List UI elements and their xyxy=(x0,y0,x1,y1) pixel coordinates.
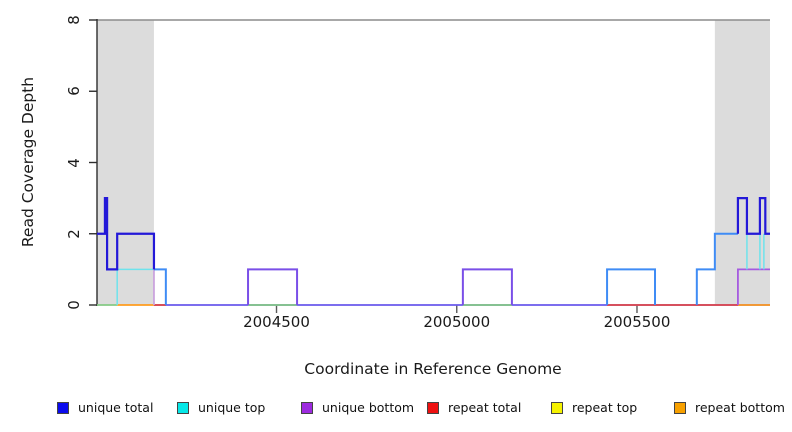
y-tick-label-4: 4 xyxy=(65,157,83,168)
legend-item-repeat-total: repeat total xyxy=(427,400,521,415)
plot-area xyxy=(89,19,770,313)
x-axis-title: Coordinate in Reference Genome xyxy=(304,360,562,378)
unique-total-swatch-icon xyxy=(57,401,69,414)
series-unique-top-right-step xyxy=(695,232,738,305)
y-tick-label-6: 6 xyxy=(65,86,83,97)
legend-label: unique bottom xyxy=(322,400,415,415)
series-unique-bottom-box-1 xyxy=(247,268,299,305)
legend-item-unique-total: unique total xyxy=(57,400,153,415)
series-unique-total-right xyxy=(736,197,770,235)
legend: unique total unique top unique bottom re… xyxy=(0,400,792,424)
shaded-region xyxy=(97,20,154,305)
legend-label: repeat bottom xyxy=(695,400,785,415)
repeat-top-swatch-icon xyxy=(551,401,563,414)
unique-bottom-swatch-icon xyxy=(301,401,313,414)
series-unique-top-box xyxy=(606,268,657,305)
y-tick-label-2: 2 xyxy=(65,228,83,239)
unique-top-swatch-icon xyxy=(177,401,189,414)
legend-label: unique total xyxy=(78,400,154,415)
legend-item-repeat-bottom: repeat bottom xyxy=(674,400,785,415)
y-axis-title: Read Coverage Depth xyxy=(19,76,37,248)
legend-label: unique top xyxy=(198,400,266,415)
shaded-region xyxy=(714,20,770,305)
series-unique-total-left xyxy=(97,197,156,271)
y-tick-label-8: 8 xyxy=(65,15,83,25)
x-tick-label-2005500: 2005500 xyxy=(603,313,671,331)
series-unique-top-left-step xyxy=(153,268,167,305)
repeat-total-swatch-icon xyxy=(427,401,439,414)
y-tick-label-0: 0 xyxy=(65,300,83,310)
repeat-bottom-swatch-icon xyxy=(674,401,686,414)
legend-item-unique-bottom: unique bottom xyxy=(301,400,414,415)
series-unique-bottom-box-2 xyxy=(461,268,513,305)
x-tick-label-2005000: 2005000 xyxy=(423,313,491,331)
legend-label: repeat top xyxy=(572,400,638,415)
legend-item-unique-top: unique top xyxy=(177,400,265,415)
legend-label: repeat total xyxy=(448,400,522,415)
x-tick-label-2004500: 2004500 xyxy=(243,313,310,331)
legend-item-repeat-top: repeat top xyxy=(551,400,637,415)
